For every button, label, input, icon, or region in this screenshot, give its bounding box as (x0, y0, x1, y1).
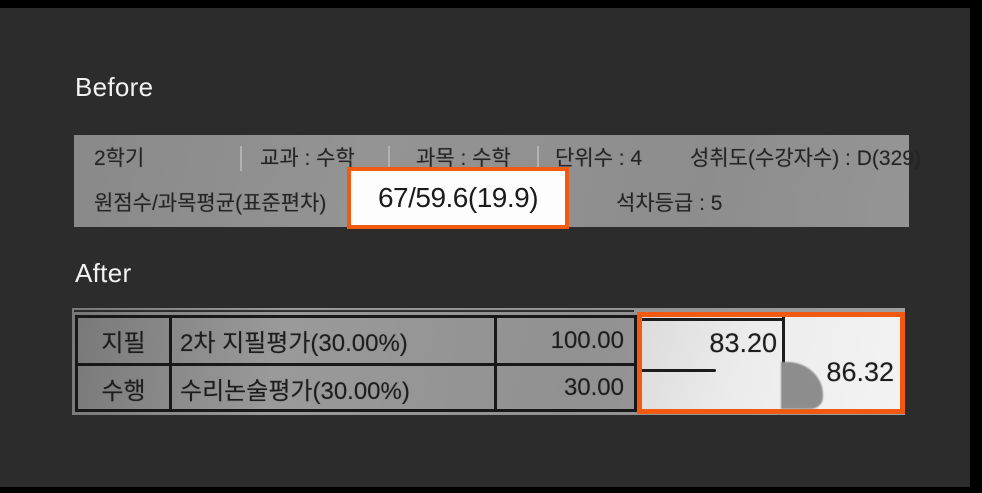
units-label: 단위수 : 4 (555, 147, 643, 170)
exam-name-cell: 수리논술평가(30.00%) (172, 366, 497, 410)
slide-panel: Before 2학기 교과 : 수학 과목 : 수학 단위수 : 4 성취도(수… (0, 8, 970, 487)
grade-table: 지필 2차 지필평가(30.00%) 100.00 수행 수리논술평가(30.0… (75, 315, 637, 412)
achievement-label: 성취도(수강자수) : D(329) (690, 147, 921, 170)
before-report-strip: 2학기 교과 : 수학 과목 : 수학 단위수 : 4 성취도(수강자수) : … (74, 135, 921, 229)
table-line (782, 317, 785, 367)
scan-artifact-line (74, 310, 634, 312)
exam-score-cell: 30.00 (563, 374, 624, 401)
after-highlight-value-1: 83.20 (709, 328, 777, 358)
semester-label: 2학기 (94, 147, 145, 170)
before-section-label: Before (75, 72, 154, 102)
exam-score-cell: 100.00 (550, 326, 624, 354)
before-highlight-value: 67/59.6(19.9) (377, 182, 539, 213)
exam-type-cell: 지필 (78, 318, 172, 363)
divider (537, 146, 539, 171)
divider (240, 146, 242, 171)
table-line (642, 369, 716, 372)
raw-score-label: 원점수/과목평균(표준편차) (94, 192, 327, 215)
course-label: 과목 : 수학 (416, 147, 511, 170)
exam-name-cell: 2차 지필평가(30.00%) (172, 318, 497, 363)
rank-grade-label: 석차등급 : 5 (616, 192, 723, 215)
scan-shadow-blob (781, 362, 823, 409)
after-highlight-box: 83.20 86.32 (637, 312, 905, 414)
before-highlight-box: 67/59.6(19.9) (347, 167, 569, 229)
divider (388, 146, 390, 171)
after-highlight-value-2: 86.32 (826, 357, 894, 387)
table-row: 지필 2차 지필평가(30.00%) 100.00 (78, 318, 634, 366)
table-row: 수행 수리논술평가(30.00%) 30.00 (78, 366, 634, 410)
subject-group-label: 교과 : 수학 (260, 147, 355, 170)
after-section-label: After (75, 258, 132, 288)
table-line (642, 318, 784, 321)
exam-type-cell: 수행 (78, 366, 172, 410)
after-report-scan: 지필 2차 지필평가(30.00%) 100.00 수행 수리논술평가(30.0… (72, 308, 905, 415)
